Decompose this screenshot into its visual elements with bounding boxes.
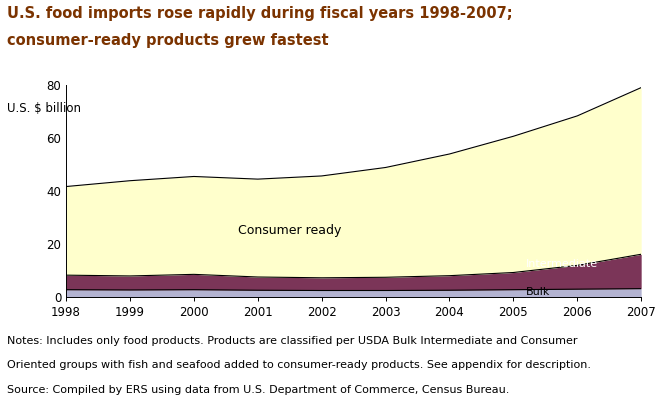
Text: Oriented groups with fish and seafood added to consumer-ready products. See appe: Oriented groups with fish and seafood ad… — [7, 360, 591, 370]
Text: Source: Compiled by ERS using data from U.S. Department of Commerce, Census Bure: Source: Compiled by ERS using data from … — [7, 385, 509, 395]
Text: U.S. food imports rose rapidly during fiscal years 1998-2007;: U.S. food imports rose rapidly during fi… — [7, 6, 512, 21]
Text: consumer-ready products grew fastest: consumer-ready products grew fastest — [7, 33, 329, 48]
Text: Notes: Includes only food products. Products are classified per USDA Bulk Interm: Notes: Includes only food products. Prod… — [7, 336, 577, 346]
Text: Consumer ready: Consumer ready — [238, 225, 342, 237]
Text: Bulk: Bulk — [526, 287, 551, 298]
Text: U.S. $ billion: U.S. $ billion — [7, 102, 81, 115]
Text: Intermediate: Intermediate — [526, 259, 598, 269]
